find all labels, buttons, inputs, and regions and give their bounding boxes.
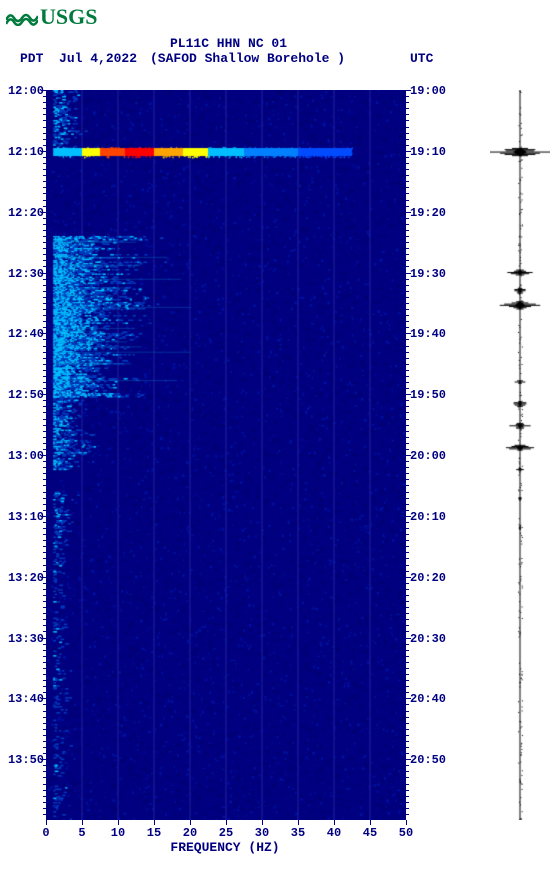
y-left-tick: 13:30 — [2, 632, 44, 646]
x-axis-label: FREQUENCY (HZ) — [0, 840, 450, 855]
spectrogram-plot — [46, 90, 406, 820]
waveform-trace — [490, 90, 550, 820]
x-tick: 40 — [324, 826, 344, 840]
y-right-tick: 19:10 — [410, 145, 452, 159]
y-left-tick: 12:50 — [2, 388, 44, 402]
y-right-tick: 19:30 — [410, 267, 452, 281]
y-right-tick: 19:20 — [410, 206, 452, 220]
y-right-tick: 19:40 — [410, 327, 452, 341]
y-right-tick: 20:00 — [410, 449, 452, 463]
x-tick: 25 — [216, 826, 236, 840]
y-left-tick: 13:50 — [2, 753, 44, 767]
y-left-tick: 13:00 — [2, 449, 44, 463]
y-left-tick: 13:10 — [2, 510, 44, 524]
wave-icon — [6, 8, 38, 26]
spectrogram-canvas — [46, 90, 406, 820]
y-right-tick: 20:10 — [410, 510, 452, 524]
x-tick: 45 — [360, 826, 380, 840]
waveform-canvas — [490, 90, 550, 820]
y-left-tick: 13:20 — [2, 571, 44, 585]
y-right-tick: 20:30 — [410, 632, 452, 646]
x-tick: 50 — [396, 826, 416, 840]
x-tick: 20 — [180, 826, 200, 840]
timezone-right: UTC — [410, 51, 433, 66]
y-right-tick: 20:40 — [410, 692, 452, 706]
logo-text: USGS — [40, 4, 97, 30]
y-left-tick: 12:10 — [2, 145, 44, 159]
x-tick: 5 — [72, 826, 92, 840]
station-code: PL11C HHN NC 01 — [170, 36, 287, 51]
y-right-tick: 20:50 — [410, 753, 452, 767]
y-right-tick: 19:00 — [410, 84, 452, 98]
x-tick: 15 — [144, 826, 164, 840]
station-name: (SAFOD Shallow Borehole ) — [150, 51, 345, 66]
usgs-logo: USGS — [6, 4, 97, 30]
y-left-tick: 12:40 — [2, 327, 44, 341]
y-left-tick: 12:20 — [2, 206, 44, 220]
x-tick: 0 — [36, 826, 56, 840]
timezone-left: PDT Jul 4,2022 — [20, 51, 137, 66]
y-left-tick: 12:30 — [2, 267, 44, 281]
y-right-tick: 20:20 — [410, 571, 452, 585]
x-tick: 30 — [252, 826, 272, 840]
y-left-tick: 13:40 — [2, 692, 44, 706]
x-tick: 35 — [288, 826, 308, 840]
y-right-tick: 19:50 — [410, 388, 452, 402]
x-tick: 10 — [108, 826, 128, 840]
y-left-tick: 12:00 — [2, 84, 44, 98]
